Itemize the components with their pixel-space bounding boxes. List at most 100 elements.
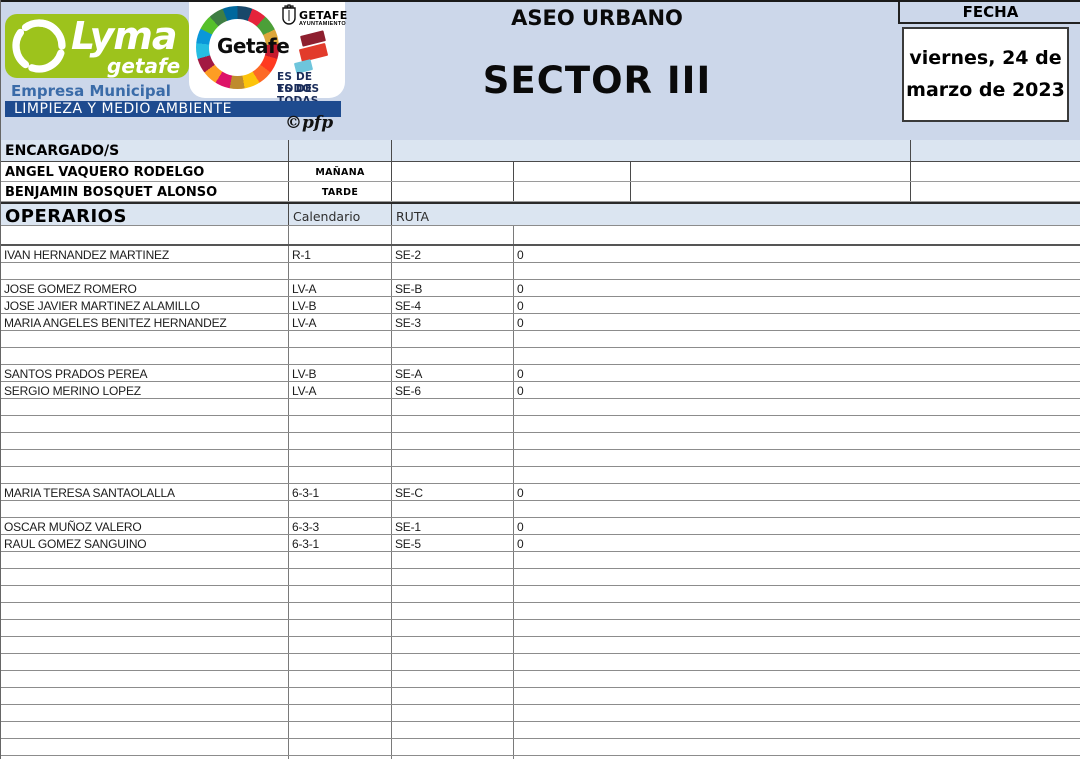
sheet-header: Lyma getafe Empresa Municipal LIMPIEZA Y… (1, 0, 1080, 140)
operario-value-cell: 0 (517, 248, 524, 262)
operario-calendario-cell (289, 756, 392, 759)
ayuntamiento-crest-icon (282, 4, 296, 25)
operario-value-cell (514, 654, 1080, 670)
operario-name-cell (1, 671, 289, 687)
operario-ruta-cell (392, 586, 514, 602)
operario-row (1, 552, 1080, 569)
operario-value-cell (514, 263, 1080, 279)
encargado-row: BENJAMIN BOSQUET ALONSO TARDE (1, 182, 1080, 202)
operario-calendario-cell (289, 263, 392, 279)
operario-calendario-cell: LV-B (289, 297, 392, 313)
encargados-rows: ANGEL VAQUERO RODELGO MAÑANA BENJAMIN BOSQ… (1, 162, 1080, 202)
operario-row (1, 433, 1080, 450)
operario-ruta-cell: SE-4 (392, 297, 514, 313)
operario-calendario-cell (289, 416, 392, 432)
operario-row (1, 756, 1080, 759)
operario-row (1, 637, 1080, 654)
operario-ruta-cell (392, 569, 514, 585)
lyma-brand-sub-text: getafe (107, 54, 181, 78)
operario-ruta-cell (392, 416, 514, 432)
operario-calendario-cell (289, 501, 392, 517)
operario-calendario-cell (289, 739, 392, 755)
operario-value-cell (514, 501, 1080, 517)
operario-ruta-cell: SE-1 (392, 518, 514, 534)
operarios-rows: IVAN HERNANDEZ MARTINEZ R-1 SE-2 0 JOSE GOME… (1, 226, 1080, 759)
getafe-logo: Getafe GETAFE AYUNTAMIENTO ES DE TODOS E… (189, 2, 347, 107)
operario-value-cell: 0 (517, 486, 524, 500)
operario-name-cell (1, 226, 289, 244)
operario-row: RAUL GOMEZ SANGUINO 6-3-1 SE-5 0 (1, 535, 1080, 552)
fecha-label: FECHA (898, 2, 1080, 24)
operario-ruta-cell (392, 722, 514, 738)
encargados-header-empty-cell (289, 140, 392, 161)
operario-value-cell (514, 739, 1080, 755)
operario-calendario-cell: LV-B (289, 365, 392, 381)
operario-ruta-cell: SE-B (392, 280, 514, 296)
operario-value-cell (514, 467, 1080, 483)
operario-name-cell (1, 688, 289, 704)
operario-ruta-cell (392, 705, 514, 721)
operario-row (1, 263, 1080, 280)
operario-value-cell: 0 (517, 520, 524, 534)
operario-ruta-cell: SE-C (392, 484, 514, 500)
operario-name-cell: MARIA ANGELES BENITEZ HERNANDEZ (1, 314, 289, 330)
pfp-credit: ©pfp (285, 113, 334, 133)
operario-name-cell (1, 620, 289, 636)
operario-value-cell (514, 620, 1080, 636)
encargados-header-empty-cell (392, 140, 911, 161)
operario-row (1, 348, 1080, 365)
operario-value-cell (514, 586, 1080, 602)
operario-row (1, 620, 1080, 637)
operario-calendario-cell (289, 569, 392, 585)
col-header-calendario: Calendario (289, 204, 392, 225)
operario-calendario-cell (289, 348, 392, 364)
operario-calendario-cell (289, 552, 392, 568)
operario-calendario-cell (289, 620, 392, 636)
operario-calendario-cell (289, 467, 392, 483)
operario-calendario-cell (289, 654, 392, 670)
operario-ruta-cell (392, 226, 514, 244)
encargado-empty-cell (631, 162, 911, 181)
operario-calendario-cell (289, 433, 392, 449)
operario-row: JOSE JAVIER MARTINEZ ALAMILLO LV-B SE-4 0 (1, 297, 1080, 314)
operario-value-cell (514, 348, 1080, 364)
operario-calendario-cell: LV-A (289, 382, 392, 398)
operario-ruta-cell: SE-6 (392, 382, 514, 398)
operario-value-cell (514, 552, 1080, 568)
operario-calendario-cell (289, 586, 392, 602)
page-title: ASEO URBANO (511, 6, 683, 30)
operario-row (1, 501, 1080, 518)
operario-value-cell (514, 603, 1080, 619)
operario-row (1, 416, 1080, 433)
limpieza-bar: LIMPIEZA Y MEDIO AMBIENTE (5, 101, 341, 117)
encargado-shift-cell: MAÑANA (289, 162, 392, 181)
operario-row: SANTOS PRADOS PEREA LV-B SE-A 0 (1, 365, 1080, 382)
operario-calendario-cell: 6-3-1 (289, 535, 392, 551)
encargado-empty-cell (631, 182, 911, 201)
sdg-wheel-icon (196, 6, 279, 89)
operario-row: OSCAR MUÑOZ VALERO 6-3-3 SE-1 0 (1, 518, 1080, 535)
operario-name-cell (1, 331, 289, 347)
operario-row: IVAN HERNANDEZ MARTINEZ R-1 SE-2 0 (1, 246, 1080, 263)
operario-row (1, 467, 1080, 484)
operario-name-cell (1, 739, 289, 755)
slogan-line1: ES DE TODOS (277, 71, 320, 95)
getafe-circle-text: Getafe (217, 34, 290, 58)
date-line2: marzo de 2023 (906, 79, 1065, 101)
operario-calendario-cell: LV-A (289, 314, 392, 330)
operario-calendario-cell (289, 399, 392, 415)
operario-name-cell: JOSE GOMEZ ROMERO (1, 280, 289, 296)
operario-value-cell (514, 433, 1080, 449)
operario-value-cell: 0 (517, 537, 524, 551)
operario-name-cell: JOSE JAVIER MARTINEZ ALAMILLO (1, 297, 289, 313)
operario-value-cell: 0 (517, 282, 524, 296)
operario-calendario-cell (289, 722, 392, 738)
operario-row (1, 331, 1080, 348)
operario-name-cell (1, 467, 289, 483)
operario-value-cell: 0 (517, 299, 524, 313)
operario-value-cell (514, 569, 1080, 585)
encargado-empty-cell (392, 162, 514, 181)
operario-calendario-cell (289, 705, 392, 721)
operario-ruta-cell (392, 756, 514, 759)
operario-calendario-cell (289, 450, 392, 466)
